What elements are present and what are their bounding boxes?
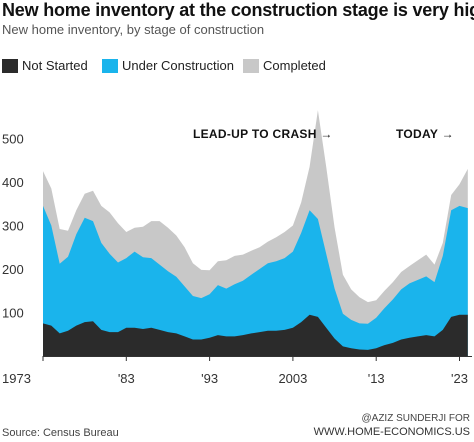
y-tick-label-4: 500 bbox=[2, 132, 24, 147]
x-tick-label-5: '23 bbox=[451, 371, 468, 386]
y-tick-label-1: 200 bbox=[2, 262, 24, 277]
x-tick-label-4: '13 bbox=[368, 371, 385, 386]
x-tick-label-3: 2003 bbox=[278, 371, 307, 386]
area-under-construction bbox=[43, 205, 468, 356]
credit-line-1: @AZIZ SUNDERJI FOR bbox=[361, 413, 471, 424]
chart-subtitle: New home inventory, by stage of construc… bbox=[2, 22, 265, 37]
legend-swatch-not-started bbox=[2, 59, 18, 73]
x-tick-label-1: '83 bbox=[118, 371, 135, 386]
legend-swatch-under-construction bbox=[102, 59, 118, 73]
x-tick-label-2: '93 bbox=[201, 371, 218, 386]
y-tick-label-2: 300 bbox=[2, 219, 24, 234]
y-tick-label-3: 400 bbox=[2, 175, 24, 190]
legend-label-not-started: Not Started bbox=[22, 58, 88, 73]
chart-title: New home inventory at the construction s… bbox=[2, 0, 474, 20]
legend-label-under-construction: Under Construction bbox=[122, 58, 234, 73]
x-axis: 1973 '83 '93 2003 '13 '23 bbox=[2, 356, 472, 386]
credit-line-2: WWW.HOME-ECONOMICS.US bbox=[313, 426, 470, 438]
x-tick-label-0: 1973 bbox=[2, 371, 31, 386]
area-not-started bbox=[43, 314, 468, 356]
source-note: Source: Census Bureau bbox=[2, 427, 119, 439]
legend-label-completed: Completed bbox=[263, 58, 326, 73]
area-layers bbox=[43, 110, 468, 356]
y-tick-label-0: 100 bbox=[2, 306, 24, 321]
y-axis-ticks: 100 200 300 400 500 bbox=[2, 132, 24, 321]
annotation-today: TODAY → bbox=[396, 127, 454, 141]
legend-swatch-completed bbox=[243, 59, 259, 73]
legend: Not Started Under Construction Completed bbox=[0, 58, 474, 74]
annotation-lead-up-to-crash: LEAD-UP TO CRASH → bbox=[193, 127, 333, 141]
